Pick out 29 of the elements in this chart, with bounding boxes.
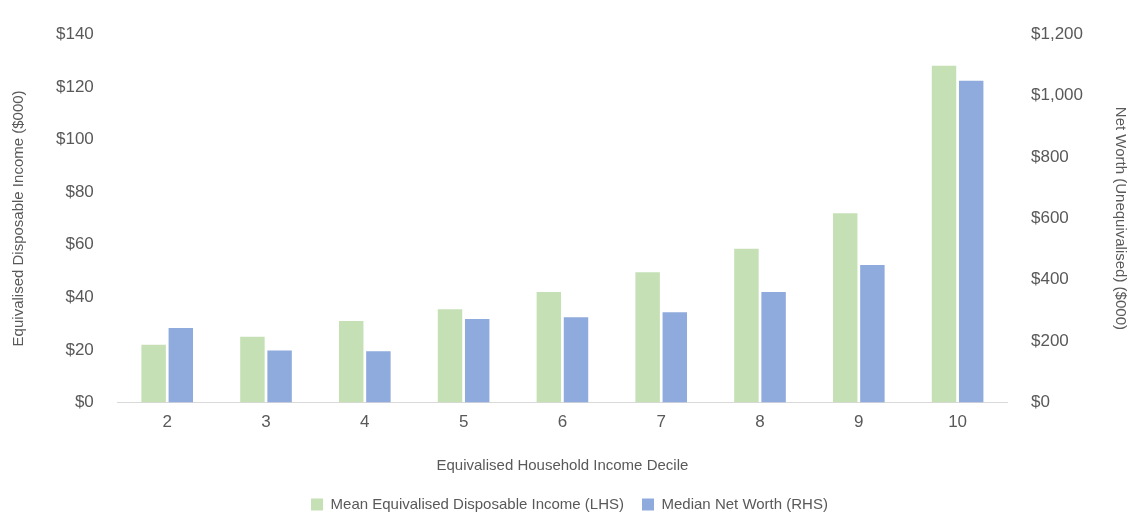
y-tick-label: $40 — [65, 287, 94, 307]
y2-tick-label: $600 — [1031, 208, 1069, 228]
y-tick-label: $140 — [55, 23, 94, 43]
x-tick-label: 5 — [458, 412, 469, 432]
y2-tick-label: $800 — [1031, 146, 1069, 166]
y-axis-title: Equivalised Disposable Income ($000) — [9, 90, 27, 347]
y2-tick-label: $1,200 — [1031, 23, 1083, 43]
legend-label: Mean Equivalised Disposable Income (LHS) — [330, 494, 625, 512]
y2-axis-title: Net Worth (Unequivalised) ($000) — [1112, 106, 1130, 330]
x-axis-title: Equivalised Household Income Decile — [436, 456, 689, 474]
y2-tick-label: $0 — [1031, 392, 1050, 412]
y-tick-label: $80 — [65, 181, 94, 201]
y-tick-label: $60 — [65, 234, 94, 254]
y2-tick-label: $1,000 — [1031, 85, 1083, 105]
x-tick-label: 8 — [755, 412, 765, 432]
x-tick-label: 9 — [854, 412, 864, 432]
y-tick-label: $20 — [65, 339, 94, 359]
y-tick-label: $120 — [55, 76, 94, 96]
y-tick-label: $100 — [55, 129, 94, 149]
x-tick-label: 6 — [557, 412, 568, 432]
x-tick-label: 7 — [656, 412, 666, 432]
x-tick-label: 3 — [261, 412, 271, 432]
x-tick-label: 10 — [948, 412, 968, 432]
y2-tick-label: $200 — [1031, 330, 1069, 350]
y2-tick-label: $400 — [1031, 269, 1069, 289]
y-tick-label: $0 — [74, 392, 94, 412]
legend-label: Median Net Worth (RHS) — [661, 494, 828, 512]
x-tick-label: 4 — [360, 412, 370, 432]
x-tick-label: 2 — [162, 412, 172, 432]
